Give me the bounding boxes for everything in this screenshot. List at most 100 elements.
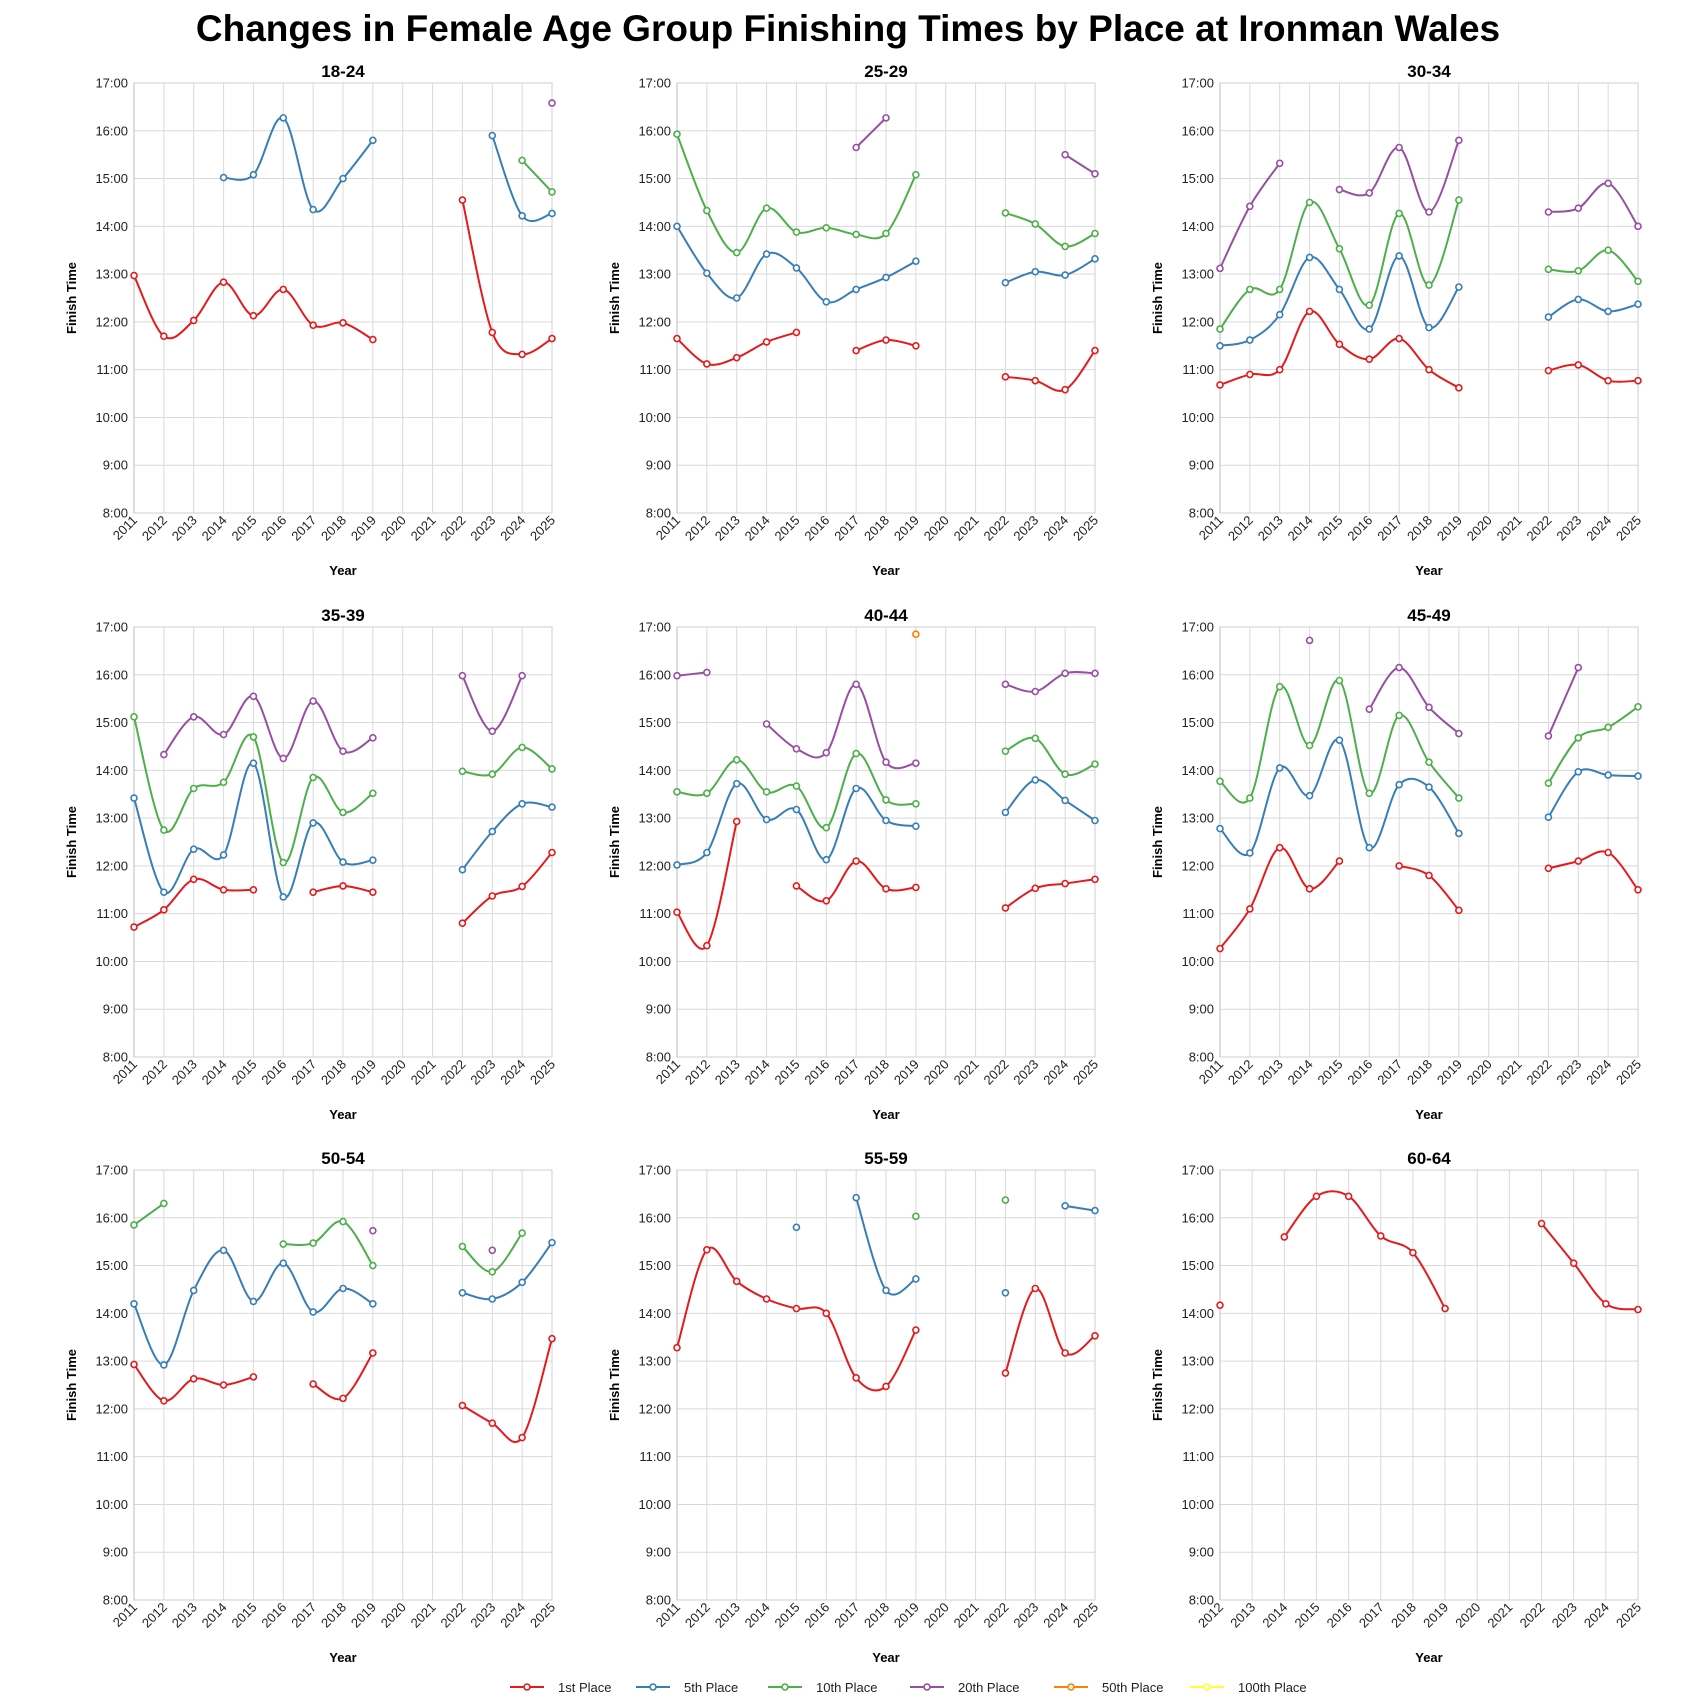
- data-point: [1604, 848, 1612, 857]
- legend-item-50th-place[interactable]: 50th Place: [1054, 1678, 1163, 1696]
- y-tick-label: 17:00: [1181, 76, 1214, 91]
- x-tick-label: 2022: [1517, 1600, 1548, 1631]
- data-point: [882, 885, 890, 893]
- x-tick-label: 2021: [951, 1600, 982, 1631]
- x-tick-label: 2017: [288, 1057, 319, 1088]
- series-line: [462, 1242, 553, 1301]
- data-point: [488, 1267, 497, 1276]
- x-tick-label: 2016: [258, 513, 289, 544]
- data-point: [339, 808, 347, 817]
- data-point: [703, 1245, 711, 1254]
- data-point: [1275, 310, 1284, 319]
- legend-swatch: [768, 1683, 802, 1691]
- y-tick-label: 12:00: [95, 858, 128, 873]
- subplot-title: 50-54: [321, 1149, 365, 1168]
- y-tick-label: 14:00: [95, 219, 128, 234]
- x-tick-label: 2020: [378, 1057, 409, 1088]
- legend-item-5th-place[interactable]: 5th Place: [636, 1678, 738, 1696]
- data-point: [1001, 747, 1010, 756]
- data-point: [1001, 278, 1010, 287]
- x-tick-label: 2018: [861, 1600, 892, 1631]
- data-point: [1395, 780, 1403, 789]
- x-axis-label: Year: [1415, 1650, 1442, 1665]
- data-point: [673, 671, 681, 680]
- data-point: [1604, 246, 1612, 255]
- y-tick-label: 16:00: [638, 667, 671, 682]
- series-line: [223, 116, 374, 213]
- legend-item-10th-place[interactable]: 10th Place: [768, 1678, 877, 1696]
- series-line: [1548, 363, 1639, 383]
- data-point: [279, 285, 288, 294]
- data-point: [1031, 776, 1040, 784]
- data-point: [1091, 229, 1099, 238]
- data-point: [488, 328, 497, 337]
- legend-item-1st-place[interactable]: 1st Place: [510, 1678, 611, 1696]
- data-point: [1312, 1192, 1321, 1201]
- y-tick-label: 11:00: [1182, 362, 1214, 377]
- data-point: [882, 1286, 890, 1295]
- x-tick-label: 2025: [1613, 513, 1644, 544]
- y-tick-label: 15:00: [1181, 171, 1214, 186]
- x-tick-label: 2020: [378, 1600, 409, 1631]
- y-tick-label: 17:00: [1181, 1163, 1214, 1178]
- data-point: [1365, 789, 1374, 798]
- series-10th-place: [673, 734, 1099, 832]
- y-tick-label: 12:00: [638, 858, 671, 873]
- series-5th-place: [673, 776, 1099, 869]
- legend-item-100th-place[interactable]: 100th Place: [1190, 1678, 1307, 1696]
- y-tick-label: 11:00: [96, 362, 128, 377]
- y-axis-label: Finish Time: [1150, 806, 1165, 878]
- y-tick-label: 15:00: [638, 171, 671, 186]
- data-point: [673, 908, 681, 917]
- x-tick-label: 2021: [951, 1057, 982, 1088]
- series-line: [462, 746, 553, 777]
- y-axis-label: Finish Time: [607, 806, 622, 878]
- data-point: [822, 896, 831, 905]
- data-point: [189, 1286, 198, 1295]
- data-point: [1455, 384, 1463, 392]
- data-point: [279, 114, 288, 122]
- x-tick-label: 2018: [1404, 513, 1435, 544]
- data-point: [1216, 1301, 1224, 1310]
- data-point: [369, 1261, 377, 1270]
- data-point: [822, 748, 831, 757]
- x-tick-label: 2020: [921, 1057, 952, 1088]
- x-tick-label: 2023: [1549, 1600, 1580, 1631]
- data-point: [912, 630, 920, 638]
- x-tick-label: 2013: [169, 1057, 200, 1088]
- series-line: [1005, 349, 1096, 392]
- series-10th-place: [130, 1199, 526, 1276]
- legend: 1st Place 5th Place 10th Place 20th Place 50…: [0, 1678, 1696, 1696]
- x-tick-label: 2019: [1434, 513, 1465, 544]
- data-point: [1001, 1369, 1010, 1377]
- series-5th-place: [1216, 252, 1642, 350]
- y-tick-label: 9:00: [1189, 458, 1214, 473]
- series-line: [1004, 736, 1096, 777]
- data-point: [1574, 204, 1583, 212]
- data-point: [369, 1299, 377, 1308]
- series-line: [1004, 1287, 1096, 1374]
- series-5th-place: [1216, 736, 1642, 857]
- legend-item-20th-place[interactable]: 20th Place: [910, 1678, 1019, 1696]
- y-tick-label: 15:00: [95, 171, 128, 186]
- data-point: [1091, 816, 1099, 825]
- series-20th-place: [369, 1226, 497, 1255]
- data-point: [882, 816, 890, 825]
- data-point: [1091, 346, 1099, 355]
- x-tick-label: 2017: [831, 1057, 862, 1088]
- data-point: [488, 892, 497, 900]
- data-point: [1305, 741, 1314, 750]
- series-10th-place: [518, 156, 556, 196]
- y-tick-label: 8:00: [1189, 1050, 1214, 1065]
- data-point: [762, 1295, 771, 1303]
- y-tick-label: 15:00: [1181, 715, 1214, 730]
- x-tick-label: 2022: [980, 513, 1011, 544]
- data-point: [762, 338, 771, 346]
- x-tick-label: 2023: [467, 1057, 498, 1088]
- data-point: [762, 204, 771, 212]
- series-20th-place: [1305, 636, 1583, 740]
- x-tick-label: 2014: [742, 1600, 773, 1631]
- data-point: [673, 788, 681, 796]
- y-tick-label: 14:00: [1181, 1306, 1214, 1321]
- data-point: [518, 1433, 526, 1442]
